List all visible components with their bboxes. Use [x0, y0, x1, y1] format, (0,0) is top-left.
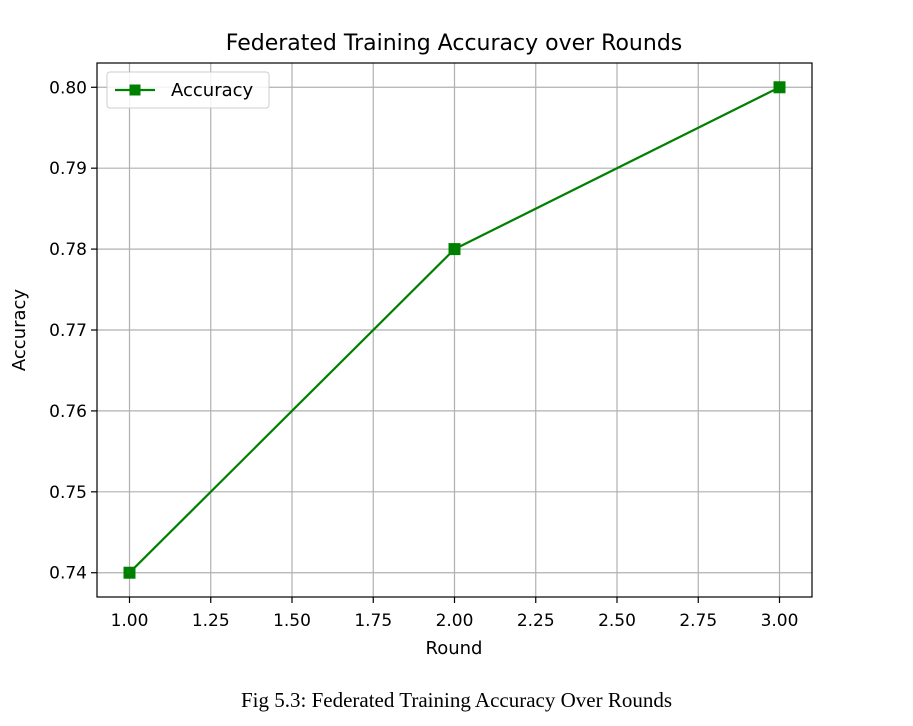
- data-point-marker: [773, 81, 786, 94]
- legend-marker-square: [129, 84, 141, 96]
- data-point-marker: [123, 566, 136, 579]
- y-tick-label: 0.77: [49, 321, 87, 341]
- chart-title: Federated Training Accuracy over Rounds: [226, 31, 683, 56]
- y-tick-label: 0.80: [49, 78, 87, 98]
- grid-lines: [97, 63, 812, 597]
- y-axis-ticks: 0.74 0.75 0.76 0.77 0.78 0.79 0.80: [49, 78, 97, 584]
- x-tick-label: 2.00: [436, 611, 474, 631]
- x-tick-label: 2.25: [517, 611, 555, 631]
- series-layer: [123, 81, 786, 579]
- x-axis-label: Round: [426, 638, 483, 659]
- x-tick-label: 3.00: [761, 611, 799, 631]
- legend-label: Accuracy: [171, 80, 254, 101]
- y-tick-label: 0.76: [49, 402, 87, 422]
- y-tick-label: 0.74: [49, 564, 87, 584]
- x-tick-label: 1.25: [192, 611, 230, 631]
- y-tick-label: 0.75: [49, 483, 87, 503]
- y-tick-label: 0.78: [49, 240, 87, 260]
- data-point-marker: [448, 243, 461, 256]
- x-tick-label: 2.50: [598, 611, 636, 631]
- legend: Accuracy: [106, 71, 270, 109]
- figure-caption: Fig 5.3: Federated Training Accuracy Ove…: [240, 688, 673, 712]
- x-tick-label: 1.75: [354, 611, 392, 631]
- x-axis-ticks: 1.00 1.25 1.50 1.75 2.00 2.25 2.50 2.75 3.00: [111, 597, 799, 631]
- legend-box: [106, 71, 270, 109]
- x-tick-label: 2.75: [679, 611, 717, 631]
- y-axis-label: Accuracy: [9, 289, 30, 372]
- y-tick-label: 0.79: [49, 159, 87, 179]
- x-tick-label: 1.00: [111, 611, 149, 631]
- x-tick-label: 1.50: [273, 611, 311, 631]
